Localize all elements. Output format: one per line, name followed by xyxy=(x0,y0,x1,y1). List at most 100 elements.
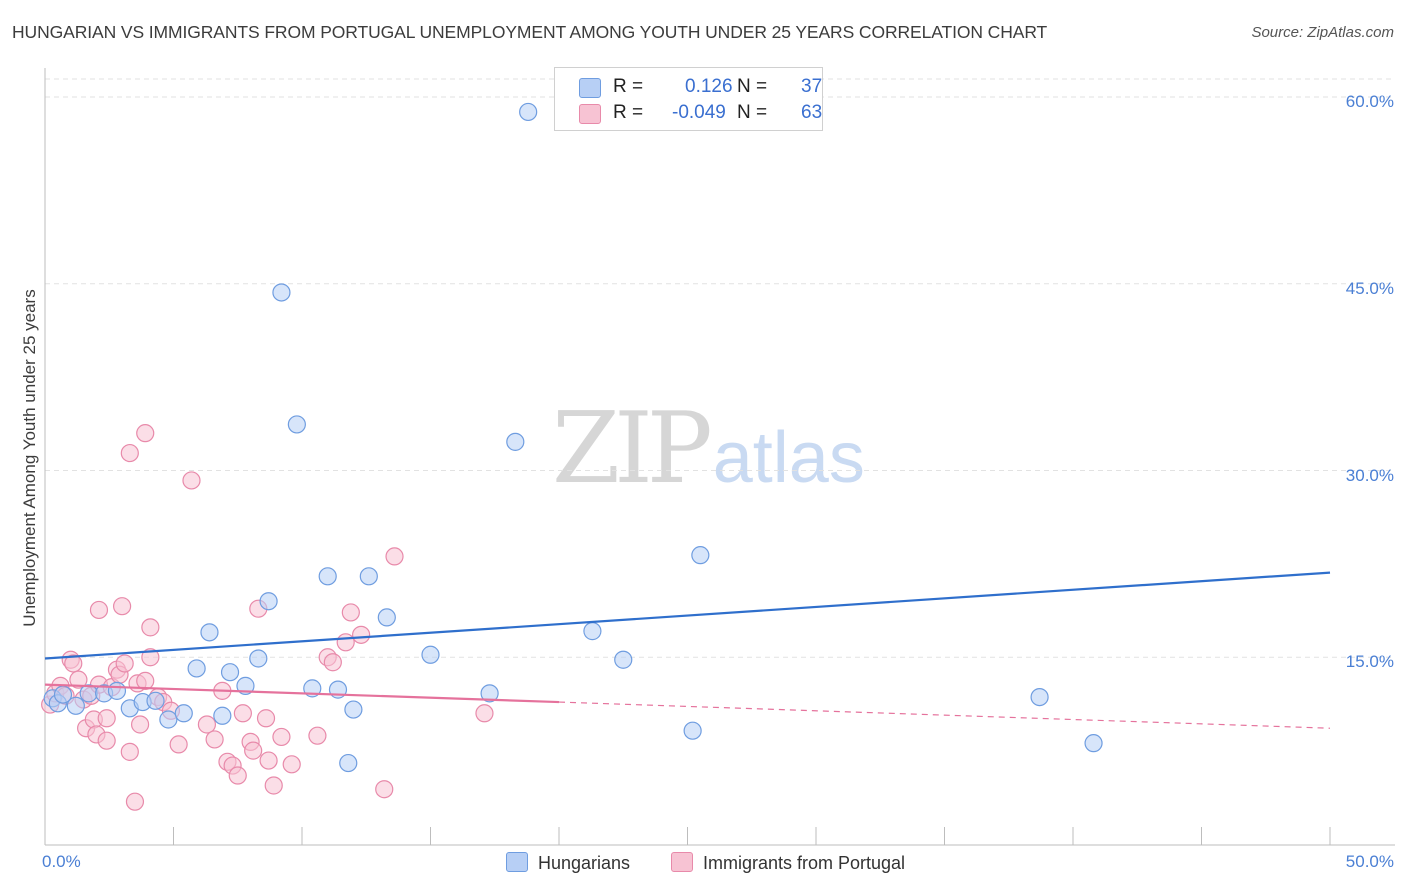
portugal-point xyxy=(282,755,301,774)
portugal-point xyxy=(385,547,404,566)
hungarian-point xyxy=(287,415,306,434)
source-credit: Source: ZipAtlas.com xyxy=(1251,24,1394,41)
portugal-point xyxy=(244,741,263,760)
portugal-point xyxy=(130,715,150,734)
portugal-point xyxy=(256,709,276,728)
watermark-zip: ZIP xyxy=(552,392,713,506)
portugal-point xyxy=(264,776,283,795)
y-tick-label: 45.0% xyxy=(1345,278,1394,298)
portugal-point xyxy=(205,730,224,749)
hungarian-point xyxy=(107,681,127,700)
hungarian-point xyxy=(359,567,378,586)
hungarian-point xyxy=(187,659,206,678)
portugal-point xyxy=(272,727,291,747)
hungarian-point xyxy=(339,753,358,773)
portugal-point xyxy=(69,670,88,689)
hungarian-point xyxy=(691,546,710,565)
portugal-point xyxy=(141,648,160,667)
portugal-point xyxy=(136,424,155,443)
bottom-legend-swatch-hungarians xyxy=(506,852,528,872)
bottom-legend-label-portugal: Immigrants from Portugal xyxy=(703,853,906,873)
hungarian-point xyxy=(272,283,291,302)
portugal-point xyxy=(112,597,132,616)
grid xyxy=(45,78,1395,658)
portugal-point xyxy=(125,792,145,811)
bottom-legend-hungarians: Hungarians xyxy=(506,852,630,874)
y-axis-label: Unemployment Among Youth under 25 years xyxy=(20,289,39,627)
portugal-point xyxy=(169,735,188,754)
hungarian-point xyxy=(249,649,268,668)
portugal-point xyxy=(375,780,394,799)
portugal-point xyxy=(115,654,134,673)
watermark-atlas: atlas xyxy=(712,418,865,498)
legend-n-value: 37 xyxy=(801,76,823,97)
hungarian-point xyxy=(683,721,702,740)
hungarian-point xyxy=(159,710,178,729)
hungarian-point xyxy=(1084,734,1103,753)
y-tick-label: 30.0% xyxy=(1345,465,1394,485)
portugal-point xyxy=(233,704,252,723)
correlation-legend: R = 0.126 N = 37 R = -0.049 N = 63 xyxy=(554,67,823,131)
hungarian-point xyxy=(259,592,278,611)
portugal-point xyxy=(136,671,155,691)
y-tick-label: 15.0% xyxy=(1345,652,1394,672)
portugal-point xyxy=(120,742,139,761)
x-tick-label-min: 0.0% xyxy=(42,852,81,871)
hungarian-points xyxy=(43,102,1103,773)
portugal-point xyxy=(197,715,217,734)
portugal-point xyxy=(89,600,109,620)
hungarian-point xyxy=(583,622,602,641)
watermark: ZIPatlas xyxy=(552,400,865,498)
legend-r-label: R = xyxy=(613,102,644,123)
legend-r-value: -0.049 xyxy=(672,102,726,123)
portugal-point xyxy=(228,766,247,785)
y-tick-label: 60.0% xyxy=(1345,92,1394,111)
portugal-point xyxy=(336,633,355,652)
portugal-point xyxy=(259,751,278,770)
portugal-point xyxy=(141,618,160,637)
portugal-point xyxy=(323,653,342,672)
hungarian-point xyxy=(480,684,499,703)
portugal-trend-line xyxy=(44,683,560,704)
hungarian-point xyxy=(519,102,538,122)
bottom-legend-portugal: Immigrants from Portugal xyxy=(671,852,905,874)
hungarian-point xyxy=(614,650,633,669)
portugal-point xyxy=(64,654,83,673)
axes xyxy=(44,68,1395,846)
portugal-point xyxy=(97,709,116,728)
hungarian-point xyxy=(1030,687,1049,707)
chart-title: HUNGARIAN VS IMMIGRANTS FROM PORTUGAL UN… xyxy=(12,22,1048,42)
legend-n-value: 63 xyxy=(801,102,823,123)
hungarian-point xyxy=(318,567,337,586)
portugal-point xyxy=(308,726,327,745)
legend-swatch-hungarians xyxy=(579,78,601,98)
hungarian-point xyxy=(200,623,219,642)
hungarian-point xyxy=(66,696,85,715)
portugal-point xyxy=(341,603,360,622)
hungarian-point xyxy=(377,608,396,627)
bottom-legend-label-hungarians: Hungarians xyxy=(538,853,631,873)
legend-r-value: 0.126 xyxy=(685,76,733,97)
portugal-points xyxy=(41,424,494,811)
bottom-legend-swatch-portugal xyxy=(671,852,693,872)
x-tick-label-max: 50.0% xyxy=(1345,852,1394,871)
portugal-point xyxy=(182,471,201,490)
trend-lines xyxy=(44,571,1331,729)
portugal-point xyxy=(97,731,116,750)
legend-r-label: R = xyxy=(613,76,644,97)
hungarian-point xyxy=(220,663,240,682)
hungarian-point xyxy=(421,645,440,664)
hungarian-trend-line xyxy=(44,571,1331,660)
legend-n-label: N = xyxy=(737,102,768,123)
legend-swatch-portugal xyxy=(579,104,601,124)
hungarian-point xyxy=(146,691,165,710)
portugal-point xyxy=(352,625,371,644)
hungarian-point xyxy=(174,704,193,723)
portugal-trend-line-extrapolated xyxy=(558,701,1331,729)
hungarian-point xyxy=(236,676,255,695)
legend-n-label: N = xyxy=(737,76,768,97)
portugal-point xyxy=(120,443,139,463)
hungarian-point xyxy=(344,700,363,719)
hungarian-point xyxy=(506,432,525,451)
